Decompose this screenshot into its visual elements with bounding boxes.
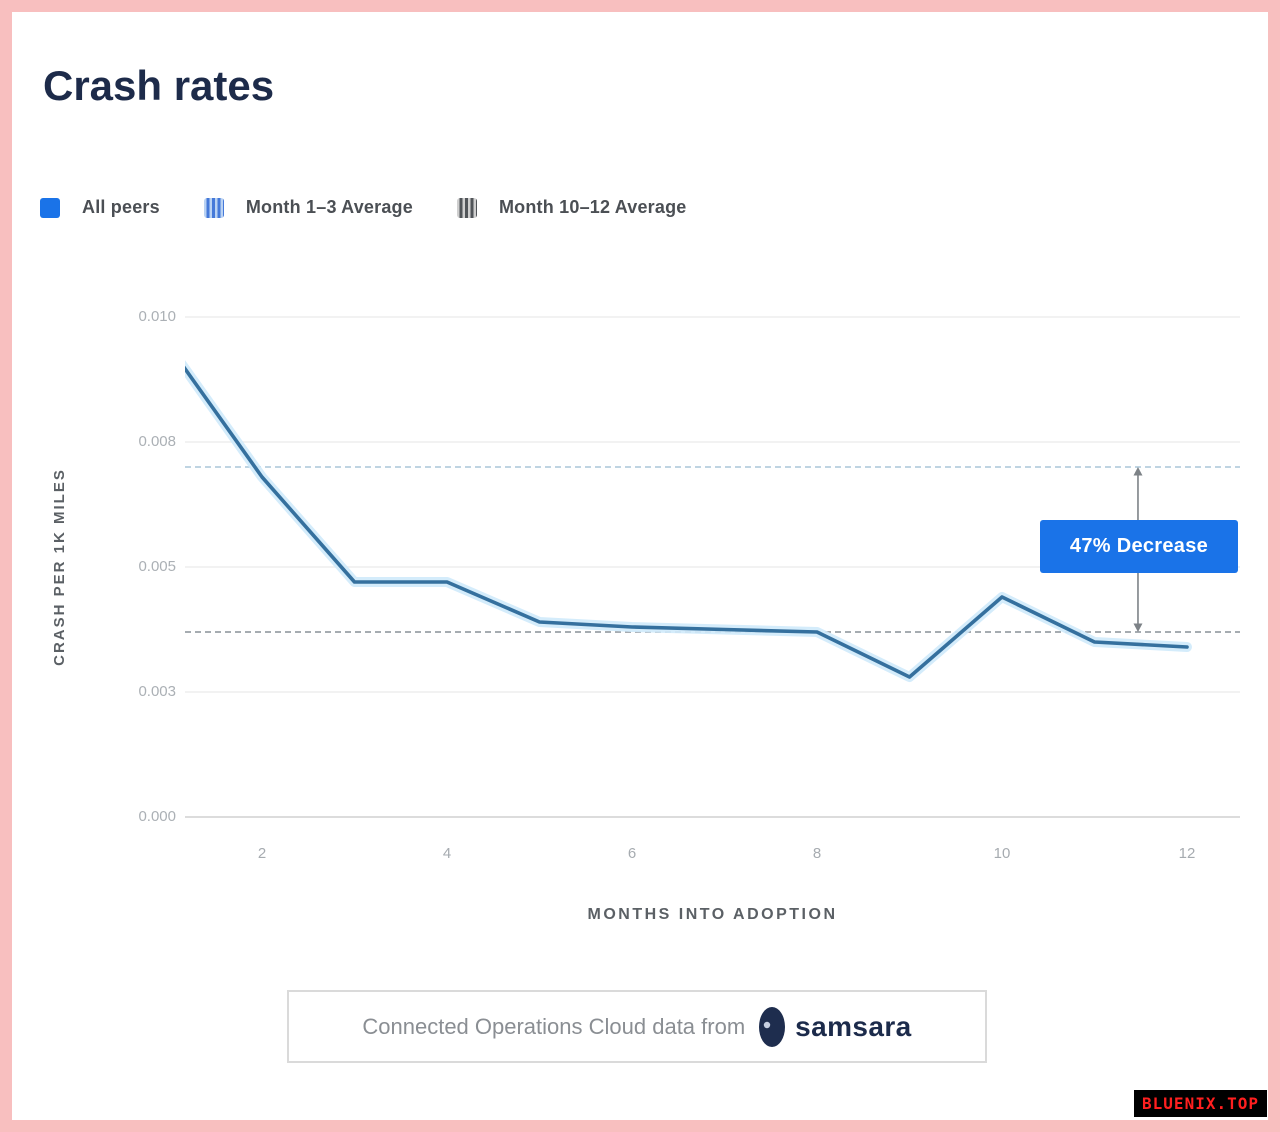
data-source-box: Connected Operations Cloud data from sam… bbox=[287, 990, 987, 1063]
samsara-logo-icon bbox=[759, 1006, 786, 1047]
legend-label-month-1-3: Month 1–3 Average bbox=[245, 197, 413, 217]
decrease-annotation-badge: 47% Decrease bbox=[1040, 520, 1238, 573]
x-tick-label: 10 bbox=[993, 845, 1011, 862]
samsara-wordmark: samsara bbox=[795, 1010, 912, 1042]
x-tick-label: 8 bbox=[812, 845, 822, 862]
legend-swatch-month-1-3-icon bbox=[203, 197, 224, 218]
y-tick-label: 0.010 bbox=[138, 308, 176, 325]
legend-item-all-peers: All peers bbox=[40, 197, 160, 218]
x-tick-label: 4 bbox=[442, 845, 452, 862]
legend: All peers Month 1–3 Average Month 10–12 … bbox=[40, 197, 687, 218]
x-tick-label: 2 bbox=[257, 845, 267, 862]
data-source-text: Connected Operations Cloud data from bbox=[362, 1013, 746, 1039]
y-tick-label: 0.000 bbox=[138, 808, 176, 825]
line-chart-plot bbox=[185, 316, 1240, 818]
y-tick-label: 0.005 bbox=[138, 558, 176, 575]
legend-swatch-all-peers-icon bbox=[40, 197, 60, 218]
legend-item-month-1-3-average: Month 1–3 Average bbox=[203, 197, 413, 218]
chart-title: Crash rates bbox=[43, 62, 275, 109]
x-axis-title: MONTHS INTO ADOPTION bbox=[587, 906, 838, 923]
watermark: BLUENIX.TOP bbox=[1134, 1090, 1267, 1117]
x-tick-label: 12 bbox=[1178, 845, 1196, 862]
samsara-brand: samsara bbox=[757, 1005, 911, 1049]
legend-swatch-month-10-12-icon bbox=[456, 197, 477, 218]
legend-label-all-peers: All peers bbox=[82, 197, 160, 217]
legend-item-month-10-12-average: Month 10–12 Average bbox=[456, 197, 687, 218]
y-tick-label: 0.003 bbox=[138, 683, 176, 700]
y-tick-label: 0.008 bbox=[138, 433, 176, 450]
y-axis-title: CRASH PER 1K MILES bbox=[51, 468, 68, 666]
x-tick-label: 6 bbox=[627, 845, 637, 862]
legend-label-month-10-12: Month 10–12 Average bbox=[498, 197, 687, 217]
